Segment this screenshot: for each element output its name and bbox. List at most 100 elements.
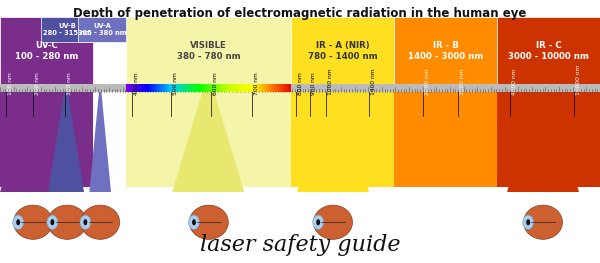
Bar (130, 84, 131, 92)
Bar (211, 84, 212, 92)
Ellipse shape (80, 215, 91, 229)
Bar (253, 84, 254, 92)
Bar (291, 92, 394, 187)
Text: 4000 nm: 4000 nm (512, 68, 517, 95)
Bar (159, 84, 160, 92)
Bar (227, 84, 228, 92)
Text: laser safety guide: laser safety guide (200, 234, 400, 256)
Bar (228, 84, 229, 92)
Ellipse shape (13, 215, 23, 229)
Bar (199, 84, 200, 92)
Text: 1000 nm: 1000 nm (328, 68, 332, 95)
Bar (140, 84, 142, 92)
Bar (245, 84, 247, 92)
Text: UV-B
280 - 315 nm: UV-B 280 - 315 nm (43, 23, 91, 36)
Ellipse shape (316, 219, 320, 225)
Bar (269, 84, 270, 92)
Text: IR - B
1400 - 3000 nm: IR - B 1400 - 3000 nm (408, 41, 483, 61)
Bar (217, 84, 218, 92)
Bar (160, 84, 161, 92)
Bar (145, 84, 146, 92)
Ellipse shape (313, 215, 323, 229)
Bar (190, 84, 191, 92)
Text: 1400 nm: 1400 nm (371, 68, 376, 95)
Bar (229, 84, 230, 92)
Bar (152, 84, 154, 92)
Bar (254, 84, 256, 92)
Bar (128, 84, 130, 92)
Bar (167, 84, 168, 92)
Text: 200 nm: 200 nm (35, 72, 40, 95)
Bar (260, 84, 261, 92)
Ellipse shape (48, 205, 87, 239)
Bar (235, 84, 236, 92)
Bar (126, 84, 127, 92)
Polygon shape (297, 92, 369, 192)
Ellipse shape (50, 219, 55, 225)
Text: UV-A
315 - 380 nm: UV-A 315 - 380 nm (77, 23, 127, 36)
Bar (169, 84, 170, 92)
Ellipse shape (314, 205, 353, 239)
Bar (200, 84, 202, 92)
Bar (133, 84, 134, 92)
Bar (224, 84, 226, 92)
Bar (0, 84, 600, 92)
Bar (154, 84, 155, 92)
Bar (497, 92, 600, 187)
Bar (238, 84, 239, 92)
Bar (203, 84, 205, 92)
Bar (191, 84, 193, 92)
Bar (258, 84, 259, 92)
Bar (144, 84, 145, 92)
Bar (176, 84, 177, 92)
Bar (244, 84, 245, 92)
Text: 800 nm: 800 nm (298, 72, 303, 95)
Bar (261, 84, 262, 92)
Text: UV-C
100 - 280 nm: UV-C 100 - 280 nm (15, 41, 78, 61)
Bar (263, 84, 265, 92)
Bar (0, 17, 93, 84)
Bar (179, 84, 180, 92)
Ellipse shape (192, 219, 196, 225)
Bar (270, 84, 271, 92)
Bar (279, 84, 280, 92)
Bar (219, 84, 220, 92)
Bar (262, 84, 263, 92)
Bar (218, 84, 219, 92)
Bar (223, 84, 224, 92)
Bar (282, 84, 283, 92)
Bar (149, 84, 151, 92)
Polygon shape (89, 92, 111, 192)
Bar (170, 84, 172, 92)
Bar (175, 84, 176, 92)
Text: VISIBLE
380 - 780 nm: VISIBLE 380 - 780 nm (176, 41, 241, 61)
Bar (284, 84, 286, 92)
Bar (257, 84, 258, 92)
Bar (41, 17, 93, 42)
Bar (157, 84, 158, 92)
Bar (127, 84, 128, 92)
Text: IR - C
3000 - 10000 nm: IR - C 3000 - 10000 nm (508, 41, 589, 61)
Bar (236, 84, 237, 92)
Bar (139, 84, 140, 92)
Bar (146, 84, 147, 92)
Bar (196, 84, 197, 92)
Bar (180, 84, 181, 92)
Bar (274, 84, 275, 92)
Bar (256, 84, 257, 92)
Bar (247, 84, 248, 92)
Bar (138, 84, 139, 92)
Bar (136, 84, 137, 92)
Bar (210, 84, 211, 92)
Ellipse shape (80, 205, 120, 239)
Bar (158, 84, 159, 92)
Bar (193, 84, 194, 92)
Bar (208, 84, 209, 92)
Bar (135, 84, 136, 92)
Text: 3000 nm: 3000 nm (460, 68, 464, 95)
Bar (131, 84, 133, 92)
Bar (232, 84, 233, 92)
Bar (78, 17, 126, 42)
Bar (161, 84, 163, 92)
Bar (185, 84, 186, 92)
